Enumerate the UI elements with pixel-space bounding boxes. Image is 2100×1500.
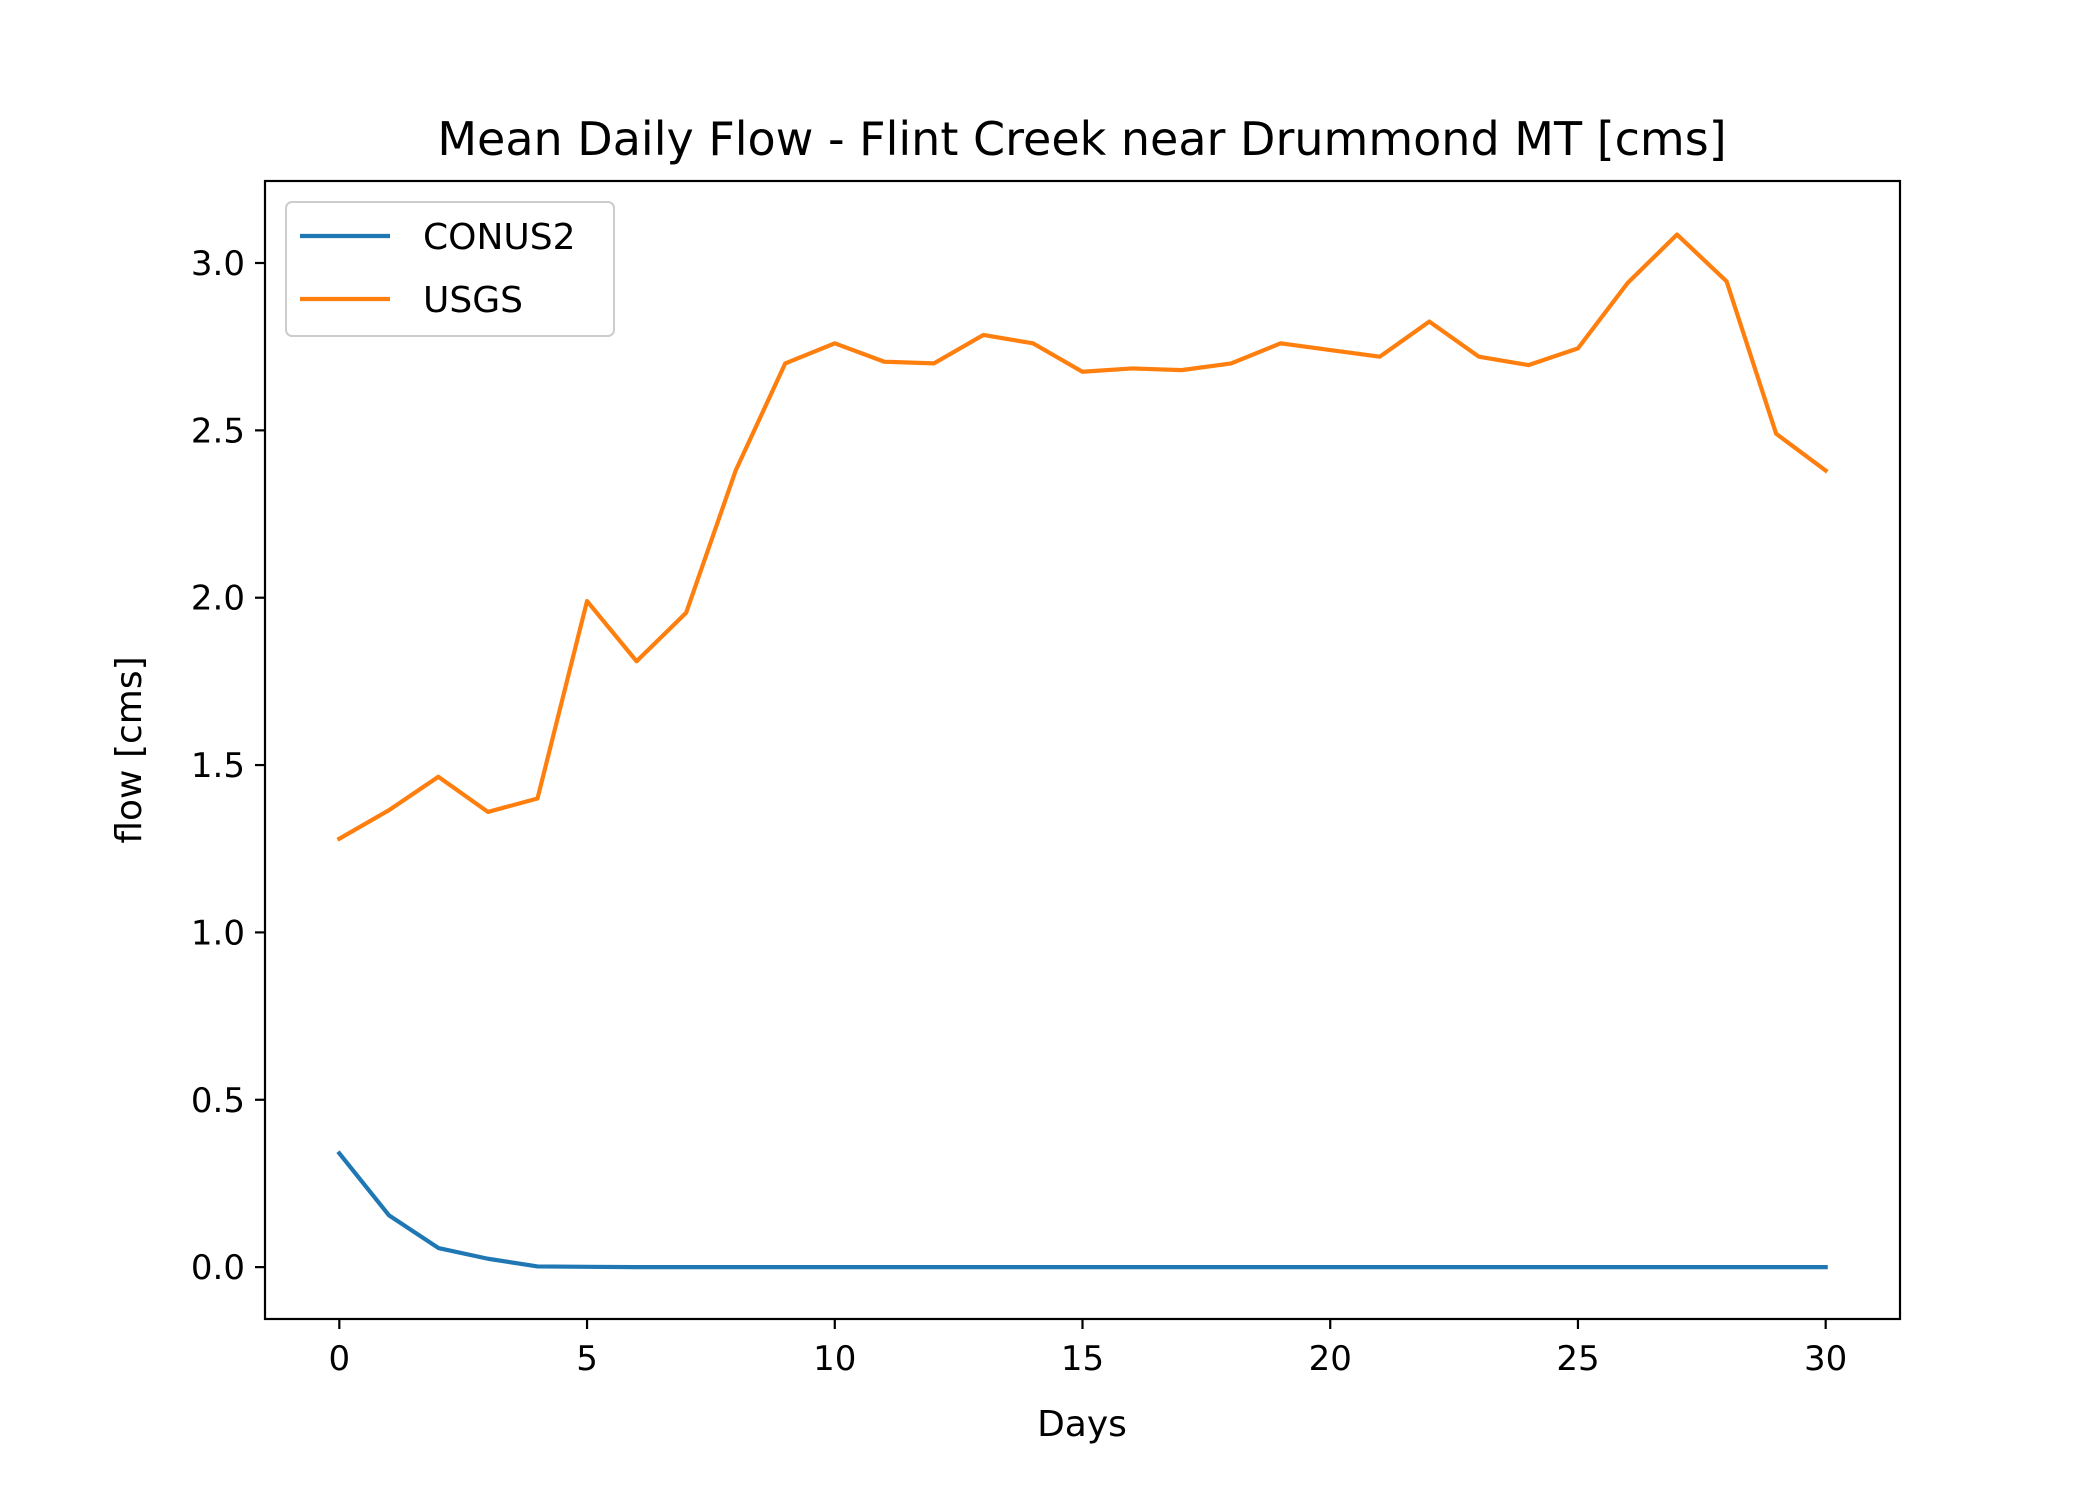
y-axis-label: flow [cms] (109, 656, 150, 843)
x-tick-label: 20 (1309, 1339, 1352, 1379)
x-tick-label: 30 (1804, 1339, 1847, 1379)
legend-label-usgs: USGS (423, 280, 523, 321)
y-tick-label: 0.0 (191, 1248, 245, 1288)
series-line-conus2 (336, 1150, 1828, 1270)
y-axis: 0.0 0.5 1.0 1.5 2.0 2.5 3.0 (191, 244, 265, 1288)
x-tick-label: 25 (1556, 1339, 1599, 1379)
y-tick-label: 2.0 (191, 579, 245, 619)
legend: CONUS2 USGS (285, 201, 615, 337)
x-tick-label: 10 (813, 1339, 856, 1379)
legend-label-conus2: CONUS2 (423, 217, 576, 258)
x-tick-label: 5 (576, 1339, 598, 1379)
y-tick-label: 2.5 (191, 411, 245, 451)
y-tick-label: 1.0 (191, 913, 245, 953)
series-layer (336, 232, 1829, 1270)
y-tick-label: 0.5 (191, 1081, 245, 1121)
chart-title: Mean Daily Flow - Flint Creek near Drumm… (437, 112, 1726, 166)
x-tick-label: 0 (328, 1339, 350, 1379)
series-line-usgs (336, 232, 1829, 842)
y-tick-label: 1.5 (191, 746, 245, 786)
x-tick-label: 15 (1061, 1339, 1104, 1379)
x-axis: 0 5 10 15 20 25 30 (328, 1319, 1847, 1379)
x-axis-label: Days (1037, 1404, 1127, 1445)
y-tick-label: 3.0 (191, 244, 245, 284)
